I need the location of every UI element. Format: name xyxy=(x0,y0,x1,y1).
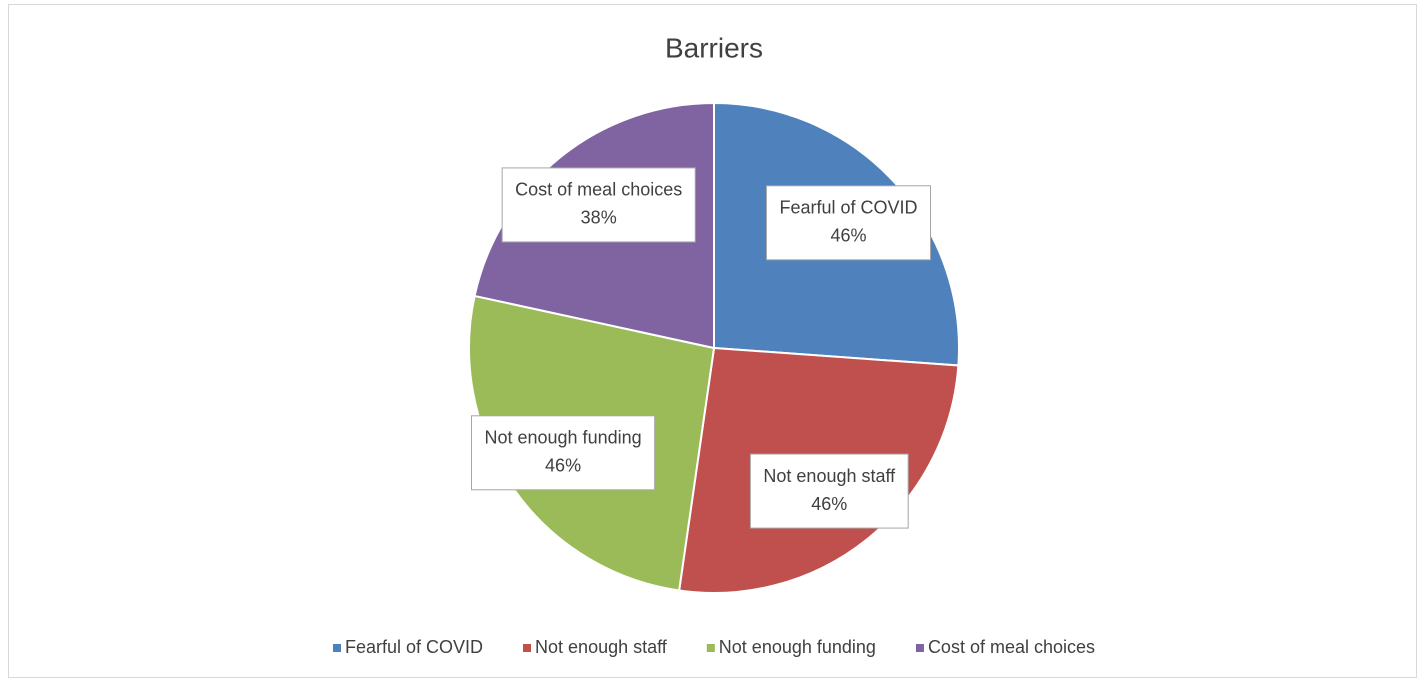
data-label: Not enough funding 46% xyxy=(470,415,656,491)
chart-title: Barriers xyxy=(665,32,763,63)
data-label-box xyxy=(749,453,909,529)
data-label-name: Cost of meal choices xyxy=(515,180,682,200)
data-label-box xyxy=(765,185,932,261)
data-label: Cost of meal choices 38% xyxy=(501,167,696,243)
data-label-box xyxy=(501,167,696,243)
data-label-name: Not enough funding xyxy=(484,428,641,448)
data-label-value: 46% xyxy=(545,456,581,476)
data-label-value: 38% xyxy=(581,208,617,228)
legend-swatch xyxy=(706,644,715,652)
legend-swatch xyxy=(915,644,924,652)
data-label-box xyxy=(470,415,656,491)
data-label-name: Not enough staff xyxy=(763,466,896,486)
data-label-value: 46% xyxy=(811,494,847,514)
data-label: Not enough staff 46% xyxy=(749,453,909,529)
legend-swatch xyxy=(523,644,532,652)
legend-swatch xyxy=(332,644,341,652)
legend-label: Fearful of COVID xyxy=(345,637,483,657)
legend-label: Not enough staff xyxy=(535,637,668,657)
data-label: Fearful of COVID 46% xyxy=(765,185,932,261)
data-label-name: Fearful of COVID xyxy=(779,198,917,218)
legend-label: Not enough funding xyxy=(719,637,876,657)
data-label-value: 46% xyxy=(830,226,866,246)
legend-label: Cost of meal choices xyxy=(928,637,1095,657)
